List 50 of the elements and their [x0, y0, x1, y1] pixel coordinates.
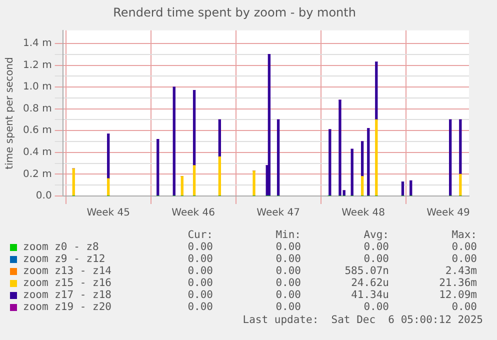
legend-label: zoom z13 - z14	[23, 265, 113, 277]
text: Last update: Sat Dec 6 05:00:12 2025	[242, 314, 483, 326]
text: 41.34u	[350, 289, 389, 301]
text: 0.00	[450, 301, 477, 313]
text: 0.00	[274, 253, 301, 265]
text: Min:	[274, 229, 301, 241]
text: 0.00	[274, 241, 301, 253]
text: 0.00	[186, 241, 213, 253]
text: 0.00	[186, 289, 213, 301]
text: 0.00	[450, 241, 477, 253]
x-tick-label: Week 48	[342, 208, 385, 219]
text: Max:	[450, 229, 477, 241]
y-tick-label: 1.4 m	[22, 38, 52, 50]
text: Cur:	[186, 229, 213, 241]
text: 21.36m	[438, 277, 477, 289]
chart-title: Renderd time spent by zoom - by month	[113, 5, 356, 20]
x-tick-label: Week 46	[172, 208, 215, 219]
text: 0.00	[186, 301, 213, 313]
text: 0.00	[186, 265, 213, 277]
y-tick-label: 1.0 m	[22, 82, 52, 93]
y-axis-title: time spent per second	[4, 57, 16, 170]
legend-label: zoom z9 - z12	[23, 253, 106, 265]
text: 24.62u	[350, 277, 389, 289]
y-tick-label: 0.2 m	[22, 168, 52, 180]
x-tick-label: Week 47	[256, 208, 300, 219]
y-tick-label: 1.2 m	[22, 60, 52, 71]
text: Avg:	[362, 229, 389, 241]
text: 2.43m	[444, 265, 477, 277]
text: 0.00	[362, 301, 389, 313]
x-tick-label: Week 45	[86, 208, 130, 219]
text: 0.00	[186, 277, 213, 289]
x-tick-label: Week 49	[426, 208, 470, 219]
legend-label: zoom z0 - z8	[23, 241, 100, 253]
legend-label: zoom z17 - z18	[23, 289, 113, 301]
text: 12.09m	[438, 289, 477, 301]
y-tick-label: 0.6 m	[22, 125, 52, 136]
text: 0.00	[186, 253, 213, 265]
text: 0.00	[274, 265, 301, 277]
text: 585.07n	[344, 265, 389, 277]
y-tick-label: 0.4 m	[22, 147, 52, 158]
y-tick-label: 0.0	[36, 190, 52, 202]
text: 0.00	[274, 277, 301, 289]
text: 0.00	[274, 289, 301, 301]
y-tick-label: 0.8 m	[22, 103, 52, 114]
text: 0.00	[362, 241, 389, 253]
text: 0.00	[450, 253, 477, 265]
legend-label: zoom z19 - z20	[23, 301, 113, 313]
text: 0.00	[362, 253, 389, 265]
text: 0.00	[274, 301, 301, 313]
legend-label: zoom z15 - z16	[23, 277, 113, 289]
